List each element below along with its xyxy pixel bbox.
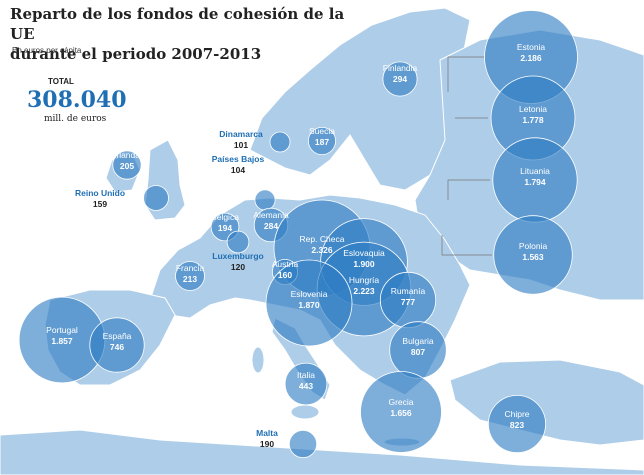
bubble-luxemburgo	[226, 230, 250, 254]
bubble-layer	[18, 10, 578, 459]
country-label-chipre: Chipre	[504, 409, 529, 419]
country-value-chipre: 823	[510, 420, 524, 430]
leader-line-estonia	[447, 56, 484, 92]
country-label-bulgaria: Bulgaria	[402, 336, 433, 346]
country-label-grecia: Grecia	[388, 397, 413, 407]
country-label-letonia: Letonia	[519, 104, 547, 114]
country-label-hungria: Hungría	[349, 275, 380, 285]
country-value-dinamarca: 101	[234, 140, 248, 150]
bubble-reino-unido	[143, 185, 169, 211]
country-label-francia: Francia	[176, 263, 205, 273]
country-value-malta: 190	[260, 439, 274, 449]
country-label-espana: España	[103, 331, 132, 341]
country-value-suecia: 187	[315, 137, 329, 147]
country-value-polonia: 1.563	[522, 252, 544, 262]
country-value-alemania: 284	[264, 221, 278, 231]
bubble-espana	[89, 317, 145, 373]
country-label-portugal: Portugal	[46, 325, 78, 335]
bubble-finlandia	[382, 61, 418, 97]
country-label-rep-checa: Rep. Checa	[300, 234, 345, 244]
country-value-belgica: 194	[218, 223, 232, 233]
bubble-polonia	[493, 215, 573, 295]
country-label-eslovaquia: Eslovaquia	[343, 248, 385, 258]
country-value-hungria: 2.223	[353, 286, 375, 296]
leader-line-lituania	[447, 179, 490, 200]
land-sardinia	[251, 346, 265, 374]
country-value-eslovaquia: 1.900	[353, 259, 375, 269]
leader-line-polonia	[441, 235, 492, 256]
country-value-lituania: 1.794	[524, 177, 546, 187]
country-label-austria: Austria	[272, 259, 299, 269]
country-label-estonia: Estonia	[517, 42, 546, 52]
country-label-dinamarca: Dinamarca	[219, 129, 263, 139]
country-label-eslovenia: Eslovenia	[291, 289, 328, 299]
country-label-irlanda: Irlanda	[114, 150, 140, 160]
total-value: 308.040	[27, 87, 127, 113]
country-value-reino-unido: 159	[93, 199, 107, 209]
country-value-portugal: 1.857	[51, 336, 73, 346]
bubble-malta	[288, 429, 318, 459]
bubble-suecia	[307, 127, 336, 156]
country-value-bulgaria: 807	[411, 347, 425, 357]
bubble-dinamarca	[269, 131, 291, 153]
title-line-2: durante el periodo 2007-2013	[10, 45, 262, 63]
country-value-finlandia: 294	[393, 74, 407, 84]
country-value-rep-checa: 2.326	[311, 245, 333, 255]
country-value-paises-bajos: 104	[231, 165, 245, 175]
bubble-italia	[284, 362, 328, 406]
subtitle: En euros per cápita	[12, 46, 82, 55]
country-value-luxemburgo: 120	[231, 262, 245, 272]
total-label: TOTAL	[48, 77, 74, 86]
country-label-finlandia: Finlandia	[383, 63, 418, 73]
bubble-irlanda	[112, 150, 142, 180]
page-title: Reparto de los fondos de cohesión de la …	[10, 4, 370, 64]
country-label-italia: Italia	[297, 370, 315, 380]
bubble-francia	[175, 261, 205, 291]
country-label-lituania: Lituania	[520, 166, 550, 176]
country-label-belgica: Bélgica	[211, 212, 239, 222]
bubble-grecia	[360, 371, 442, 453]
leader-lines	[441, 56, 492, 256]
country-value-eslovenia: 1.870	[298, 300, 320, 310]
country-value-rumania: 777	[401, 297, 415, 307]
country-value-italia: 443	[299, 381, 313, 391]
land-turkey	[449, 359, 644, 446]
country-label-malta: Malta	[256, 428, 278, 438]
country-label-rumania: Rumanía	[391, 286, 426, 296]
land-north-africa	[0, 429, 644, 475]
country-label-suecia: Suecia	[309, 126, 335, 136]
bubble-eslovenia	[265, 259, 353, 347]
title-line-1: Reparto de los fondos de cohesión de la …	[10, 5, 345, 43]
country-label-luxemburgo: Luxemburgo	[212, 251, 263, 261]
bubble-chipre	[487, 394, 546, 453]
country-label-polonia: Polonia	[519, 241, 548, 251]
country-value-letonia: 1.778	[522, 115, 544, 125]
bubble-paises-bajos	[254, 189, 276, 211]
country-value-francia: 213	[183, 274, 197, 284]
land-sicily	[290, 404, 320, 420]
total-unit: mill. de euros	[44, 114, 107, 124]
country-label-paises-bajos: Países Bajos	[212, 154, 265, 164]
country-value-grecia: 1.656	[390, 408, 412, 418]
country-label-reino-unido: Reino Unido	[75, 188, 125, 198]
country-value-austria: 160	[278, 270, 292, 280]
country-value-irlanda: 205	[120, 161, 134, 171]
country-label-alemania: Alemania	[253, 210, 289, 220]
country-value-espana: 746	[110, 342, 124, 352]
country-value-estonia: 2.186	[520, 53, 542, 63]
